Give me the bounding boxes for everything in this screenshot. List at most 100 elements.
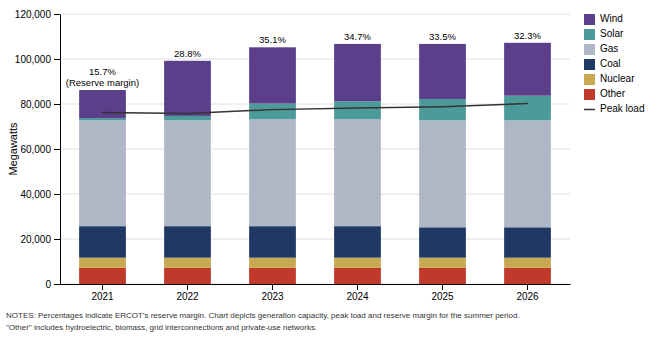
y-tick: 0 [45, 279, 60, 290]
bar [334, 44, 381, 101]
note: "Other" includes hydroelectric, biomass,… [6, 323, 317, 332]
y-tick-mark [54, 14, 60, 15]
y-tick-mark [54, 239, 60, 240]
y-tick: 120,000 [15, 9, 60, 20]
bar [164, 116, 211, 121]
bar-series [79, 43, 551, 118]
x-tick-label: 2024 [346, 291, 369, 302]
grid-line [60, 194, 570, 195]
x-tick-mark [102, 284, 103, 290]
bar [419, 258, 466, 268]
x-tick: 2023 [261, 284, 284, 302]
x-tick-mark [272, 284, 273, 290]
annotations: 15.7%(Reserve margin) 28.8% 35.1% 34.7% 33.5… [66, 30, 542, 88]
bar [334, 268, 381, 284]
bar [79, 226, 126, 257]
legend-swatch [584, 14, 595, 25]
annotation: 35.1% [259, 34, 286, 45]
bar [79, 120, 126, 226]
bar [249, 226, 296, 257]
bar [164, 61, 211, 116]
bar [334, 101, 381, 119]
legend-label: Peak load [600, 103, 644, 114]
x-tick: 2025 [431, 284, 454, 302]
bar [164, 268, 211, 284]
y-axis: 0 20,000 40,000 60,000 80,000 100,000 120,000 [15, 9, 61, 290]
x-tick-label: 2023 [261, 291, 284, 302]
bar [164, 226, 211, 257]
legend-item: Coal [584, 58, 621, 70]
legend-label: Gas [600, 43, 618, 54]
y-tick-label: 100,000 [15, 54, 52, 65]
legend-label: Nuclear [600, 73, 635, 84]
annotation-line: 34.7% [344, 31, 371, 42]
x-axis-line [61, 284, 571, 285]
legend-label: Other [600, 88, 626, 99]
legend-item: Peak load [584, 103, 644, 114]
bar [419, 99, 466, 120]
x-tick: 2026 [516, 284, 539, 302]
legend-swatch [584, 44, 595, 55]
bar [164, 120, 211, 226]
bar [504, 258, 551, 268]
annotation-line: 32.3% [514, 30, 541, 41]
bar [249, 119, 296, 226]
y-tick-mark [54, 149, 60, 150]
annotation: 34.7% [344, 31, 371, 42]
legend-item: Other [584, 88, 626, 100]
note: NOTES: Percentages indicate ERCOT's rese… [6, 311, 520, 320]
x-tick-label: 2022 [176, 291, 199, 302]
annotation: 28.8% [174, 48, 201, 59]
x-tick-mark [527, 284, 528, 290]
y-tick-mark [54, 194, 60, 195]
legend-item: Gas [584, 43, 618, 55]
y-axis-title: Megawatts [7, 122, 19, 176]
x-tick: 2024 [346, 284, 369, 302]
legend-item: Nuclear [584, 73, 635, 85]
y-tick-mark [54, 284, 60, 285]
grid-line [60, 59, 570, 60]
bar [504, 96, 551, 121]
bar-series [79, 119, 551, 227]
y-tick-label: 120,000 [15, 9, 52, 20]
y-axis-line [60, 15, 61, 285]
y-tick-label: 20,000 [20, 234, 51, 245]
y-tick-label: 60,000 [20, 144, 51, 155]
bar [249, 104, 296, 120]
bar [504, 268, 551, 284]
bar [334, 119, 381, 226]
y-tick: 100,000 [15, 54, 60, 65]
bar-series [79, 258, 551, 268]
annotation-line: (Reserve margin) [66, 77, 139, 88]
line [103, 104, 528, 114]
grid-line [60, 14, 570, 15]
bar [504, 227, 551, 257]
bar [334, 258, 381, 268]
annotation: 15.7%(Reserve margin) [66, 66, 139, 88]
legend-swatch [584, 59, 595, 70]
y-tick-label: 40,000 [20, 189, 51, 200]
annotation-line: 35.1% [259, 34, 286, 45]
bar [249, 268, 296, 284]
x-tick: 2021 [91, 284, 114, 302]
x-tick-mark [187, 284, 188, 290]
legend-swatch [584, 89, 595, 100]
legend-swatch [584, 109, 595, 111]
legend-label: Coal [600, 58, 621, 69]
annotation-line: 33.5% [429, 31, 456, 42]
x-tick-label: 2025 [431, 291, 454, 302]
annotation: 32.3% [514, 30, 541, 41]
bar [504, 43, 551, 96]
plot: 0 20,000 40,000 60,000 80,000 100,000 120,000 2… [15, 9, 571, 302]
legend: Wind Solar Gas Coal Nuclear Other Peak load [584, 13, 644, 114]
bar-series [79, 96, 551, 121]
bar [419, 44, 466, 99]
legend-item: Solar [584, 28, 624, 40]
legend-item: Wind [584, 13, 623, 25]
bar [334, 226, 381, 257]
bar [419, 227, 466, 257]
y-tick-label: 80,000 [20, 99, 51, 110]
y-tick-label: 0 [45, 279, 51, 290]
y-tick: 40,000 [20, 189, 60, 200]
marks [79, 43, 551, 284]
